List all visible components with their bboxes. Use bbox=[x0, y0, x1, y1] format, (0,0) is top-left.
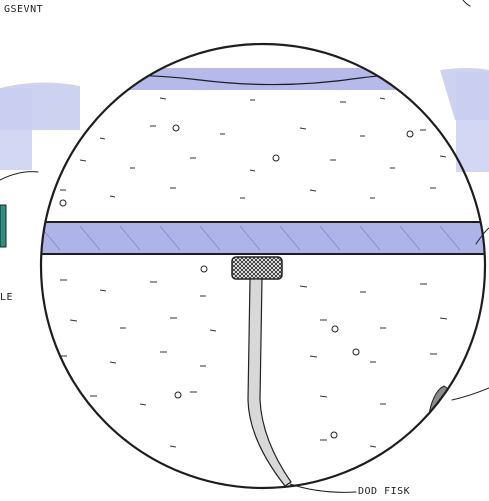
band-hatching bbox=[41, 225, 461, 251]
label-bottom-right: DOD FISK bbox=[358, 486, 411, 497]
sediment-dashes-upper bbox=[60, 97, 447, 199]
lens-circle bbox=[39, 42, 487, 490]
mesh-head bbox=[231, 256, 283, 280]
horizontal-layer-band bbox=[41, 222, 485, 254]
dead-fish-body bbox=[247, 278, 292, 487]
particles bbox=[59, 124, 414, 439]
leader-line-band-right bbox=[475, 227, 489, 245]
background-water-right bbox=[456, 72, 489, 172]
leader-line-top-right bbox=[462, 0, 471, 7]
background-water-top bbox=[0, 68, 489, 130]
leader-line-bottom bbox=[289, 483, 357, 493]
background-water-left bbox=[0, 88, 32, 170]
label-left-edge: LE bbox=[0, 292, 14, 303]
leader-line-right bbox=[451, 387, 489, 401]
leader-line-left bbox=[0, 171, 39, 181]
label-top-left: GSEVNT bbox=[4, 4, 44, 15]
water-surface-band bbox=[41, 68, 485, 90]
rock bbox=[427, 385, 453, 421]
teal-object bbox=[0, 204, 7, 248]
